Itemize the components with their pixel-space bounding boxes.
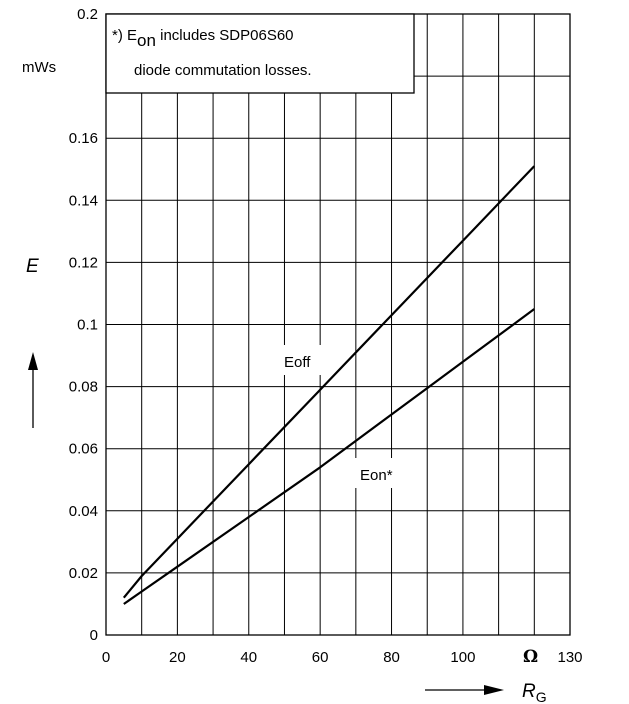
x-tick-labels: 0 20 40 60 80 100 130 [102, 649, 583, 666]
y-tick-label: 0.1 [77, 317, 98, 334]
y-tick-label: 0.16 [69, 130, 98, 147]
series-line-eoff [122, 165, 536, 599]
y-tick-label: 0.06 [69, 441, 98, 458]
x-unit-label: Ω [523, 647, 538, 667]
x-tick-label: 0 [102, 649, 110, 666]
y-tick-label: 0.02 [69, 565, 98, 582]
note-box: *) Eon includes SDP06S60 diode commutati… [105, 13, 415, 94]
y-tick-label: 0.08 [69, 379, 98, 396]
y-tick-label: 0.04 [69, 503, 98, 520]
y-axis-arrow [28, 352, 38, 428]
note-line-2: diode commutation losses. [134, 62, 312, 79]
x-tick-label: 60 [312, 649, 329, 666]
series-line-eon [123, 308, 535, 605]
x-axis-label: RG [522, 681, 547, 704]
y-tick-label: 0.12 [69, 254, 98, 271]
x-tick-label: 130 [557, 649, 582, 666]
series-labels: Eoff Eon* [280, 345, 409, 488]
series-label-eon: Eon* [360, 467, 393, 484]
note-line-1: *) Eon includes SDP06S60 [112, 27, 294, 50]
y-tick-label: 0 [90, 627, 98, 644]
series-lines [122, 165, 536, 605]
x-tick-label: 80 [383, 649, 400, 666]
y-tick-label: 0.2 [77, 6, 98, 23]
x-tick-label: 100 [450, 649, 475, 666]
x-axis-arrow [425, 685, 504, 695]
y-axis-label: E [26, 256, 39, 277]
y-unit-label: mWs [22, 59, 56, 76]
y-tick-label: 0.14 [69, 192, 98, 209]
y-tick-labels: 0 0.02 0.04 0.06 0.08 0.1 0.12 0.14 0.16 0.2 [69, 6, 98, 644]
series-label-eoff: Eoff [284, 354, 311, 371]
grid [106, 14, 570, 635]
x-tick-label: 20 [169, 649, 186, 666]
x-tick-label: 40 [240, 649, 257, 666]
